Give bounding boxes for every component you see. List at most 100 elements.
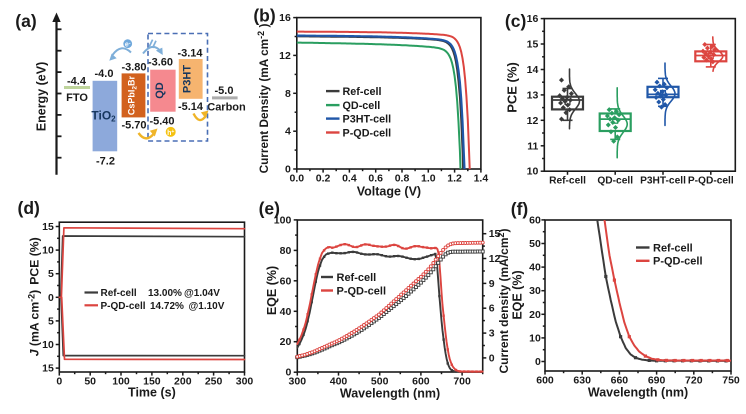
svg-text:0: 0: [535, 356, 541, 368]
svg-text:P-QD-cell: P-QD-cell: [337, 285, 387, 297]
svg-text:Ref-cell: Ref-cell: [549, 176, 586, 187]
svg-text:14.72%: 14.72%: [150, 301, 184, 312]
svg-text:QD-cell: QD-cell: [343, 100, 381, 112]
svg-text:(b): (b): [253, 6, 275, 26]
svg-text:9: 9: [489, 278, 495, 290]
svg-text:3: 3: [489, 328, 495, 340]
svg-text:630: 630: [573, 375, 591, 387]
svg-text:(c): (c): [505, 11, 526, 31]
svg-text:500: 500: [371, 376, 389, 388]
svg-text:11: 11: [527, 140, 538, 152]
svg-text:0: 0: [489, 352, 495, 364]
svg-text:300: 300: [236, 375, 254, 387]
svg-text:600: 600: [536, 375, 554, 387]
svg-text:Carbon: Carbon: [207, 102, 246, 114]
svg-text:P-QD-cell: P-QD-cell: [101, 301, 146, 312]
svg-text:1.0: 1.0: [421, 173, 436, 185]
svg-text:0.4: 0.4: [342, 173, 357, 185]
svg-text:250: 250: [205, 375, 223, 387]
svg-text:0.8: 0.8: [395, 173, 410, 185]
svg-text:-4.4: -4.4: [67, 76, 87, 88]
svg-text:0.0: 0.0: [289, 173, 304, 185]
svg-text:8: 8: [285, 88, 291, 100]
svg-text:0.6: 0.6: [368, 173, 383, 185]
svg-text:700: 700: [453, 376, 471, 388]
svg-text:P-QD-cell: P-QD-cell: [653, 256, 703, 268]
svg-text:20: 20: [529, 309, 541, 321]
svg-text:Voltage (V): Voltage (V): [357, 185, 421, 199]
svg-text:750: 750: [722, 375, 740, 387]
svg-text:660: 660: [611, 375, 629, 387]
svg-text:60: 60: [280, 275, 292, 287]
svg-text:-3.60: -3.60: [148, 57, 173, 69]
svg-text:10: 10: [42, 245, 54, 257]
svg-text:Wavelength (nm): Wavelength (nm): [340, 387, 440, 401]
svg-text:Wavelength (nm): Wavelength (nm): [588, 386, 688, 400]
svg-text:-4.0: -4.0: [95, 68, 114, 80]
svg-text:13.00%: 13.00%: [148, 288, 182, 299]
svg-text:PCE (%): PCE (%): [505, 62, 520, 113]
svg-text:Time (s): Time (s): [128, 386, 176, 400]
svg-text:(f): (f): [511, 199, 528, 219]
svg-text:(e): (e): [259, 199, 280, 219]
svg-text:60: 60: [529, 214, 541, 226]
svg-text:-3.14: -3.14: [177, 48, 203, 60]
svg-text:-7.2: -7.2: [96, 156, 115, 168]
svg-text:TiO2: TiO2: [91, 109, 116, 124]
svg-text:Ref-cell: Ref-cell: [343, 86, 382, 98]
svg-text:720: 720: [685, 375, 703, 387]
svg-text:1.2: 1.2: [447, 173, 462, 185]
svg-text:-5.14: -5.14: [178, 101, 204, 113]
svg-text:Ref-cell: Ref-cell: [653, 242, 693, 254]
svg-text:150: 150: [143, 375, 161, 387]
svg-text:Current Density (mA cm-2 ): Current Density (mA cm-2 ): [256, 24, 271, 174]
svg-text:-5.70: -5.70: [121, 120, 146, 132]
svg-text:@1.10V: @1.10V: [189, 301, 225, 312]
svg-text:20: 20: [280, 336, 292, 348]
svg-text:40: 40: [529, 262, 541, 274]
svg-text:EQE (%): EQE (%): [265, 266, 279, 315]
svg-text:-5.0: -5.0: [215, 85, 234, 97]
svg-text:100: 100: [112, 375, 130, 387]
svg-text:e-: e-: [125, 41, 131, 49]
svg-text:16: 16: [527, 13, 539, 25]
svg-text:QD: QD: [154, 82, 166, 99]
svg-text:16: 16: [279, 12, 291, 24]
svg-text:10: 10: [529, 332, 541, 344]
svg-text:J (mA cm-2): J (mA cm-2): [27, 290, 42, 357]
svg-text:CsPbI2Br: CsPbI2Br: [127, 75, 139, 115]
svg-text:P3HT-cell: P3HT-cell: [640, 176, 686, 187]
svg-text:h+: h+: [167, 129, 174, 137]
svg-text:5: 5: [48, 315, 54, 327]
svg-text:FTO: FTO: [66, 92, 88, 104]
svg-text:10: 10: [42, 339, 54, 351]
svg-text:0: 0: [56, 375, 62, 387]
svg-text:@1.04V: @1.04V: [184, 288, 220, 299]
svg-text:100: 100: [274, 214, 292, 226]
svg-text:(d): (d): [18, 198, 40, 218]
svg-text:P3HT-cell: P3HT-cell: [343, 113, 392, 125]
svg-text:Energy (eV): Energy (eV): [35, 62, 49, 131]
svg-text:0.2: 0.2: [316, 173, 331, 185]
svg-text:P-QD-cell: P-QD-cell: [688, 176, 734, 187]
svg-text:Ref-cell: Ref-cell: [101, 288, 137, 299]
svg-text:12: 12: [489, 253, 501, 265]
svg-text:14: 14: [527, 64, 539, 76]
svg-text:10: 10: [527, 166, 539, 178]
svg-text:4: 4: [285, 126, 291, 138]
svg-text:40: 40: [280, 306, 292, 318]
svg-text:-3.80: -3.80: [121, 62, 146, 74]
svg-text:15: 15: [42, 363, 54, 375]
svg-text:0: 0: [48, 292, 54, 304]
svg-text:300: 300: [289, 376, 307, 388]
svg-text:QD-cell: QD-cell: [597, 176, 633, 187]
svg-text:-5.40: -5.40: [149, 116, 174, 128]
svg-text:0: 0: [285, 164, 291, 176]
svg-text:0: 0: [285, 367, 291, 379]
svg-text:PCE (%): PCE (%): [28, 237, 42, 284]
svg-text:12: 12: [279, 50, 291, 62]
svg-text:690: 690: [648, 375, 666, 387]
svg-text:(a): (a): [15, 11, 36, 31]
svg-text:13: 13: [527, 89, 539, 101]
svg-text:6: 6: [489, 303, 495, 315]
